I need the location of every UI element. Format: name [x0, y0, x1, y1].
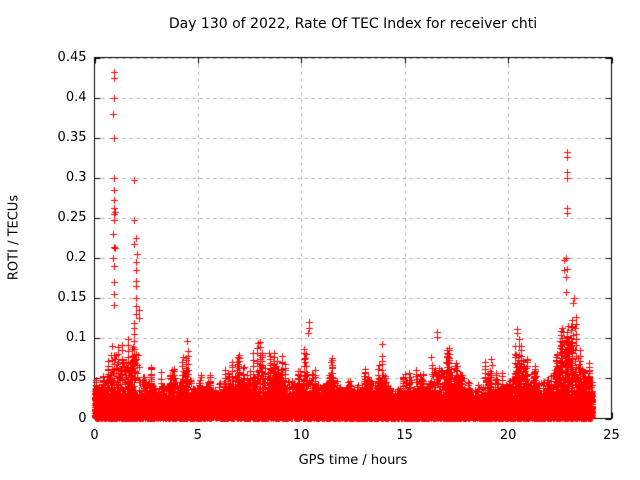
y-tick-label: 0 [78, 410, 87, 426]
x-tick-label: 25 [603, 427, 620, 443]
y-tick-label: 0.25 [57, 209, 87, 225]
y-tick-label: 0.1 [65, 330, 87, 346]
y-tick-label: 0.35 [57, 129, 87, 145]
y-tick-label: 0.05 [57, 370, 87, 386]
chart-title: Day 130 of 2022, Rate Of TEC Index for r… [168, 16, 538, 32]
x-tick-label: 15 [396, 427, 413, 443]
x-tick-label: 5 [193, 427, 203, 443]
x-tick-label: 20 [499, 427, 517, 443]
x-axis-title: GPS time / hours [298, 453, 408, 468]
y-tick-label: 0.3 [65, 169, 87, 185]
x-tick-label: 10 [293, 427, 310, 443]
y-axis-title: ROTI / TECUs [6, 194, 22, 281]
y-tick-label: 0.4 [65, 89, 87, 105]
y-tick-label: 0.45 [57, 49, 87, 65]
y-tick-label: 0.15 [57, 290, 87, 306]
y-tick-label: 0.2 [65, 250, 87, 266]
x-tick-label: 0 [90, 427, 99, 443]
